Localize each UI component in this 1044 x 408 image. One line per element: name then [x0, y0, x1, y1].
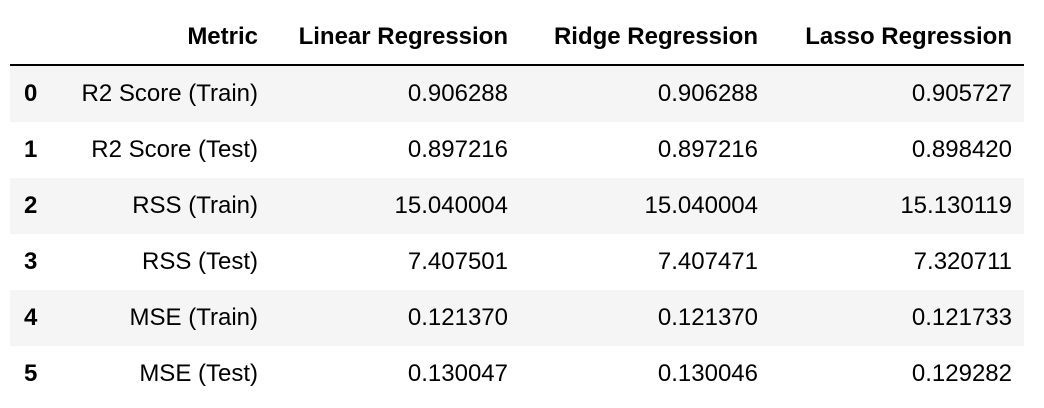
cell-metric: RSS (Train) [132, 192, 258, 219]
row-index: 1 [24, 136, 38, 163]
cell-ridge: 0.130046 [657, 360, 758, 387]
cell-linear: 15.040004 [394, 192, 508, 219]
cell-metric: R2 Score (Test) [91, 136, 258, 163]
results-table: Metric Linear Regression Ridge Regressio… [10, 10, 1024, 402]
row-index: 3 [24, 248, 38, 275]
header-lasso-regression: Lasso Regression [770, 10, 1024, 66]
row-index: 2 [24, 192, 38, 219]
table-row: 1 R2 Score (Test) 0.897216 0.897216 0.89… [10, 122, 1024, 178]
cell-linear: 0.121370 [407, 304, 508, 331]
table-row: 2 RSS (Train) 15.040004 15.040004 15.130… [10, 178, 1024, 234]
cell-ridge: 15.040004 [644, 192, 758, 219]
cell-ridge: 0.906288 [657, 80, 758, 107]
cell-metric: R2 Score (Train) [81, 80, 258, 107]
cell-linear: 0.130047 [407, 360, 508, 387]
cell-lasso: 15.130119 [900, 192, 1012, 219]
row-index: 0 [24, 80, 38, 107]
table-header: Metric Linear Regression Ridge Regressio… [10, 10, 1024, 66]
cell-metric: MSE (Test) [139, 360, 258, 387]
header-row: Metric Linear Regression Ridge Regressio… [10, 10, 1024, 66]
cell-lasso: 0.129282 [911, 360, 1012, 387]
row-index: 5 [24, 360, 38, 387]
row-index: 4 [24, 304, 38, 331]
table-row: 3 RSS (Test) 7.407501 7.407471 7.320711 [10, 234, 1024, 290]
header-index [10, 10, 58, 66]
cell-lasso: 0.905727 [911, 80, 1012, 107]
cell-lasso: 0.121733 [911, 304, 1012, 331]
cell-linear: 0.897216 [407, 136, 508, 163]
cell-lasso: 0.898420 [911, 136, 1012, 163]
cell-metric: MSE (Train) [129, 304, 258, 331]
header-metric: Metric [58, 10, 270, 66]
table-body: 0 R2 Score (Train) 0.906288 0.906288 0.9… [10, 65, 1024, 402]
cell-lasso: 7.320711 [913, 248, 1012, 275]
table-row: 5 MSE (Test) 0.130047 0.130046 0.129282 [10, 346, 1024, 402]
table-row: 4 MSE (Train) 0.121370 0.121370 0.121733 [10, 290, 1024, 346]
cell-ridge: 0.121370 [657, 304, 758, 331]
table-row: 0 R2 Score (Train) 0.906288 0.906288 0.9… [10, 65, 1024, 122]
header-linear-regression: Linear Regression [270, 10, 520, 66]
cell-linear: 0.906288 [407, 80, 508, 107]
header-ridge-regression: Ridge Regression [520, 10, 770, 66]
cell-ridge: 0.897216 [657, 136, 758, 163]
cell-ridge: 7.407471 [657, 248, 758, 275]
cell-linear: 7.407501 [407, 248, 508, 275]
cell-metric: RSS (Test) [141, 248, 258, 275]
